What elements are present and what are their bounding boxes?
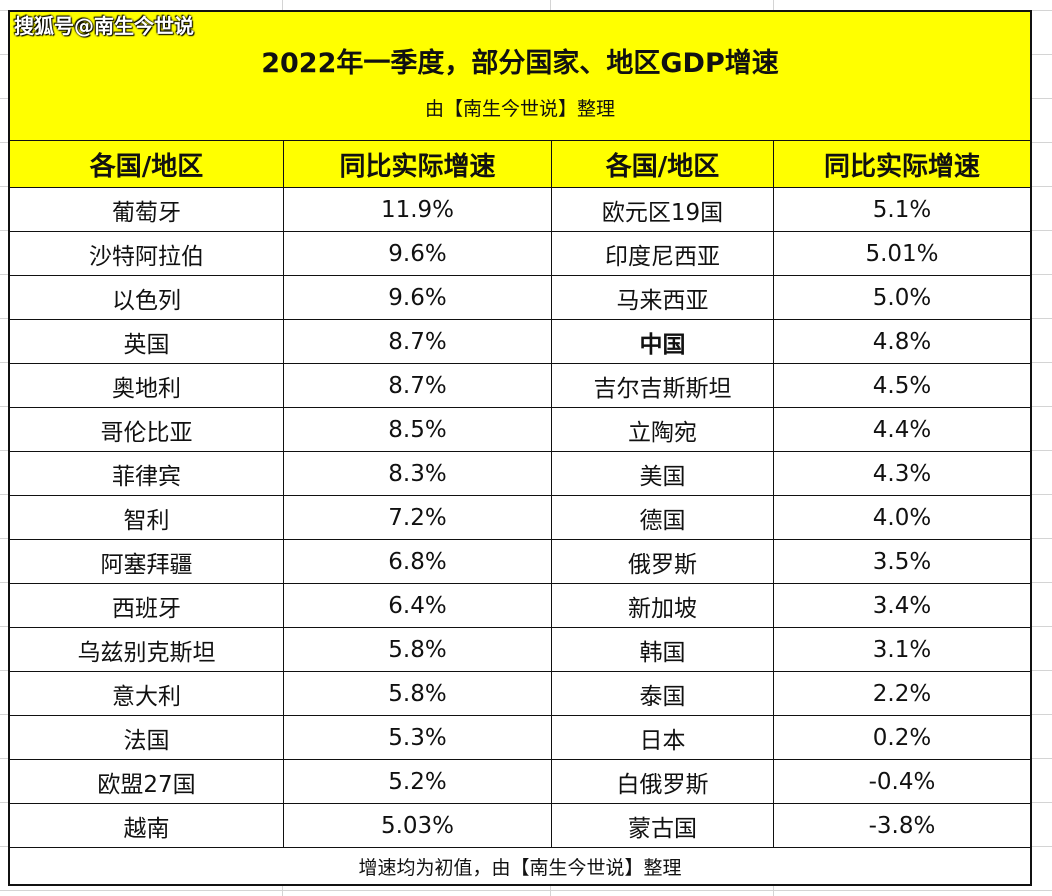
region-cell: 蒙古国	[552, 804, 774, 847]
table-row: 阿塞拜疆 6.8% 俄罗斯 3.5%	[10, 540, 1030, 584]
region-cell: 俄罗斯	[552, 540, 774, 583]
growth-cell: 9.6%	[284, 232, 552, 275]
growth-cell: 5.8%	[284, 628, 552, 671]
growth-cell: 5.03%	[284, 804, 552, 847]
table-row: 沙特阿拉伯 9.6% 印度尼西亚 5.01%	[10, 232, 1030, 276]
region-cell: 菲律宾	[10, 452, 284, 495]
header-cell: 同比实际增速	[284, 141, 552, 187]
growth-cell: -0.4%	[868, 768, 936, 795]
table-row: 意大利 5.8% 泰国 2.2%	[10, 672, 1030, 716]
table-row: 菲律宾 8.3% 美国 4.3%	[10, 452, 1030, 496]
table-title: 2022年一季度，部分国家、地区GDP增速	[261, 48, 779, 79]
region-cell: 沙特阿拉伯	[10, 232, 284, 275]
header-cell: 各国/地区	[552, 141, 774, 187]
table-row: 西班牙 6.4% 新加坡 3.4%	[10, 584, 1030, 628]
growth-cell: 7.2%	[284, 496, 552, 539]
region-cell: 立陶宛	[552, 408, 774, 451]
table-row: 法国 5.3% 日本 0.2%	[10, 716, 1030, 760]
growth-cell: 3.1%	[872, 636, 932, 663]
region-cell: 日本	[552, 716, 774, 759]
region-cell: 韩国	[552, 628, 774, 671]
growth-cell: 5.2%	[284, 760, 552, 803]
watermark: 搜狐号@南生今世说	[14, 14, 194, 38]
region-cell: 美国	[552, 452, 774, 495]
growth-cell: 3.5%	[872, 548, 932, 575]
region-cell: 哥伦比亚	[10, 408, 284, 451]
table-row: 英国 8.7% 中国 4.8%	[10, 320, 1030, 364]
growth-cell: 8.5%	[284, 408, 552, 451]
region-cell: 白俄罗斯	[552, 760, 774, 803]
growth-cell: 8.7%	[284, 364, 552, 407]
growth-cell: 6.4%	[284, 584, 552, 627]
growth-cell: 11.9%	[284, 188, 552, 231]
growth-cell: 5.8%	[284, 672, 552, 715]
growth-cell: -3.8%	[868, 812, 936, 839]
region-cell: 法国	[10, 716, 284, 759]
growth-cell: 5.01%	[865, 240, 939, 267]
region-cell: 西班牙	[10, 584, 284, 627]
region-cell: 阿塞拜疆	[10, 540, 284, 583]
header-cell: 各国/地区	[10, 141, 284, 187]
gdp-table: 2022年一季度，部分国家、地区GDP增速 由【南生今世说】整理 各国/地区 同…	[8, 10, 1032, 886]
table-row: 乌兹别克斯坦 5.8% 韩国 3.1%	[10, 628, 1030, 672]
region-cell: 葡萄牙	[10, 188, 284, 231]
table-row: 葡萄牙 11.9% 欧元区19国 5.1%	[10, 188, 1030, 232]
table-subtitle: 由【南生今世说】整理	[424, 98, 615, 120]
growth-cell: 5.0%	[872, 284, 932, 311]
region-cell: 英国	[10, 320, 284, 363]
growth-cell: 4.0%	[872, 504, 932, 531]
region-cell: 以色列	[10, 276, 284, 319]
growth-cell: 0.2%	[872, 724, 932, 751]
growth-cell: 4.8%	[872, 328, 932, 355]
growth-cell: 5.3%	[284, 716, 552, 759]
region-cell: 智利	[10, 496, 284, 539]
region-cell: 吉尔吉斯斯坦	[552, 364, 774, 407]
table-row: 智利 7.2% 德国 4.0%	[10, 496, 1030, 540]
growth-cell: 4.4%	[872, 416, 932, 443]
growth-cell: 9.6%	[284, 276, 552, 319]
region-cell: 欧元区19国	[552, 188, 774, 231]
growth-cell: 8.7%	[284, 320, 552, 363]
header-cell: 同比实际增速	[823, 151, 980, 182]
growth-cell: 6.8%	[284, 540, 552, 583]
growth-cell: 3.4%	[872, 592, 932, 619]
region-cell: 奥地利	[10, 364, 284, 407]
region-cell: 新加坡	[552, 584, 774, 627]
header-row: 各国/地区 同比实际增速 各国/地区 同比实际增速	[10, 141, 1030, 188]
region-cell: 印度尼西亚	[552, 232, 774, 275]
growth-cell: 5.1%	[872, 196, 932, 223]
region-cell: 欧盟27国	[10, 760, 284, 803]
region-cell: 泰国	[552, 672, 774, 715]
growth-cell: 8.3%	[284, 452, 552, 495]
region-cell: 越南	[10, 804, 284, 847]
region-cell: 意大利	[10, 672, 284, 715]
growth-cell: 2.2%	[872, 680, 932, 707]
growth-cell: 4.3%	[872, 460, 932, 487]
table-row: 越南 5.03% 蒙古国 -3.8%	[10, 804, 1030, 848]
table-row: 欧盟27国 5.2% 白俄罗斯 -0.4%	[10, 760, 1030, 804]
growth-cell: 4.5%	[872, 372, 932, 399]
region-cell: 德国	[552, 496, 774, 539]
title-block: 2022年一季度，部分国家、地区GDP增速 由【南生今世说】整理	[10, 12, 1030, 141]
region-cell: 乌兹别克斯坦	[10, 628, 284, 671]
table-row: 以色列 9.6% 马来西亚 5.0%	[10, 276, 1030, 320]
region-cell: 中国	[552, 320, 774, 363]
table-footer: 增速均为初值，由【南生今世说】整理	[358, 856, 682, 879]
table-row: 哥伦比亚 8.5% 立陶宛 4.4%	[10, 408, 1030, 452]
table-row: 奥地利 8.7% 吉尔吉斯斯坦 4.5%	[10, 364, 1030, 408]
region-cell: 马来西亚	[552, 276, 774, 319]
